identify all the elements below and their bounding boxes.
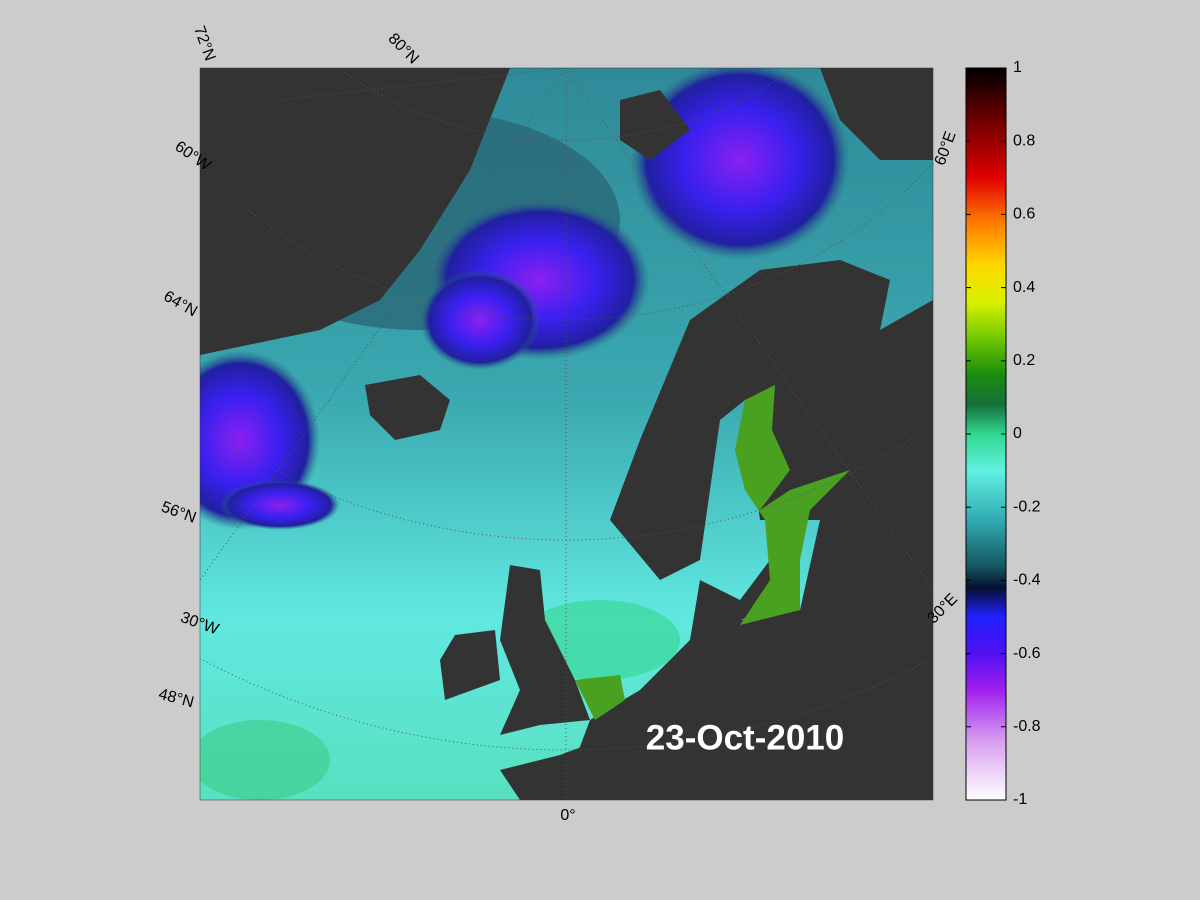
land bbox=[200, 68, 933, 800]
iceland bbox=[365, 375, 450, 440]
anomaly-region bbox=[200, 720, 330, 800]
colorbar-tick-label: 0.8 bbox=[1013, 132, 1035, 149]
english-channel bbox=[575, 675, 625, 720]
colorbar-tick-label: 0.6 bbox=[1013, 206, 1035, 223]
france bbox=[500, 740, 620, 800]
colorbar-scale bbox=[965, 67, 1007, 801]
anomaly-region bbox=[220, 480, 340, 530]
great-britain bbox=[500, 565, 590, 735]
colorbar-tick-label: -0.2 bbox=[1013, 498, 1041, 515]
colorbar-tick-label: -0.8 bbox=[1013, 718, 1041, 735]
colorbar-tick-label: -1 bbox=[1013, 791, 1027, 808]
colorbar-tick-label: 1 bbox=[1013, 59, 1022, 76]
anomaly-region bbox=[630, 68, 850, 260]
colorbar-tick-label: -0.4 bbox=[1013, 572, 1041, 589]
map-frame bbox=[199, 67, 934, 801]
colorbar-tick-label: 0.2 bbox=[1013, 352, 1035, 369]
baltic-sea bbox=[735, 385, 850, 625]
ireland bbox=[440, 630, 500, 700]
graticule-label: 48°N bbox=[157, 686, 196, 712]
graticule-label: 60°E bbox=[932, 129, 960, 168]
graticule bbox=[200, 68, 933, 800]
graticule-label: 0° bbox=[560, 807, 575, 824]
svalbard bbox=[620, 90, 690, 160]
colorbar: -1 -0.8 -0.6 -0.4 -0.2 0 0.2 0.4 0.6 0.8 1 bbox=[965, 59, 1041, 808]
graticule-label: 64°N bbox=[161, 288, 200, 321]
colorbar-tick-label: 0.4 bbox=[1013, 279, 1035, 296]
map-area bbox=[200, 68, 933, 800]
date-label: 23-Oct-2010 bbox=[646, 718, 844, 757]
colorbar-tick-label: 0 bbox=[1013, 425, 1022, 442]
greenland bbox=[200, 68, 510, 355]
scandinavia-europe bbox=[560, 260, 933, 800]
novaya-zemlya bbox=[820, 68, 933, 160]
graticule-label: 56°N bbox=[159, 499, 198, 527]
colorbar-tick-label: -0.6 bbox=[1013, 645, 1041, 662]
graticule-label: 80°N bbox=[385, 30, 422, 67]
meridian bbox=[200, 68, 567, 581]
anomaly-region bbox=[420, 270, 540, 370]
graticule-label: 72°N bbox=[190, 24, 218, 63]
